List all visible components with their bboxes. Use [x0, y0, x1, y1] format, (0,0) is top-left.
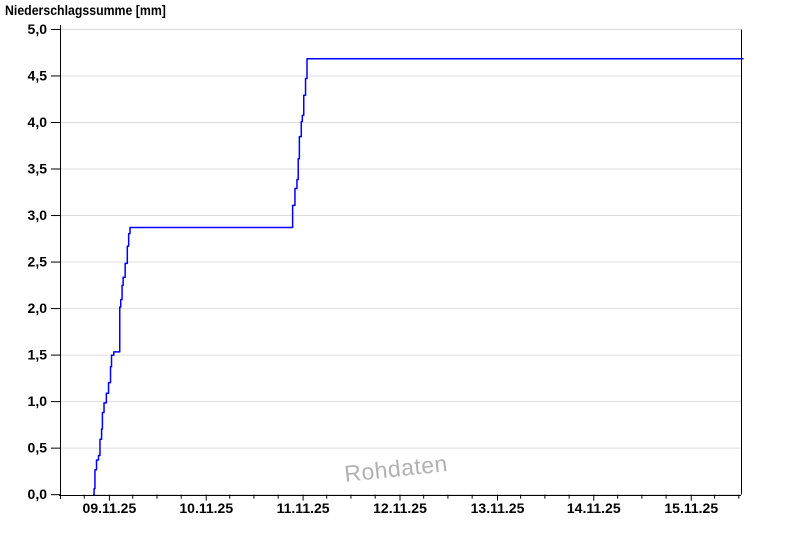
svg-text:1,5: 1,5 — [28, 347, 48, 363]
svg-text:4,0: 4,0 — [28, 114, 48, 130]
svg-text:11.11.25: 11.11.25 — [277, 500, 330, 516]
svg-text:14.11.25: 14.11.25 — [567, 500, 621, 516]
svg-text:5,0: 5,0 — [28, 21, 48, 37]
svg-text:3,0: 3,0 — [28, 207, 48, 223]
svg-text:1,0: 1,0 — [28, 393, 48, 409]
svg-text:0,0: 0,0 — [28, 486, 48, 502]
svg-text:13.11.25: 13.11.25 — [471, 500, 525, 516]
svg-text:12.11.25: 12.11.25 — [373, 500, 427, 516]
svg-text:09.11.25: 09.11.25 — [83, 500, 137, 516]
svg-text:2,5: 2,5 — [28, 254, 48, 270]
svg-text:2,0: 2,0 — [28, 300, 48, 316]
svg-text:3,5: 3,5 — [28, 161, 48, 177]
svg-text:0,5: 0,5 — [28, 440, 48, 456]
svg-text:15.11.25: 15.11.25 — [664, 500, 718, 516]
svg-text:10.11.25: 10.11.25 — [179, 500, 233, 516]
svg-text:4,5: 4,5 — [28, 67, 48, 83]
